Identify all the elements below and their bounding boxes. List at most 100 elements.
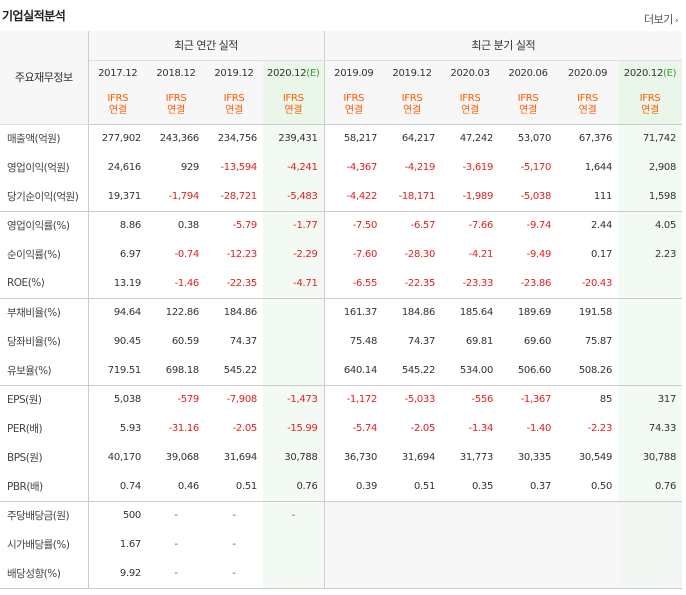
table-cell: [618, 297, 683, 327]
financial-table: 주요재무정보 최근 연간 실적 최근 분기 실적 2017.12 2018.12 2…: [0, 31, 683, 589]
accounting-standard: IFRS 연결: [263, 87, 325, 125]
table-cell: -28,721: [220, 190, 258, 202]
standard-top: IFRS: [107, 93, 129, 105]
table-cell: 94.64: [88, 297, 147, 327]
period-header: 2018.12: [147, 60, 205, 87]
table-cell: -13,594: [220, 162, 258, 173]
table-row: 주당배당금(원) 500- - -: [0, 500, 683, 530]
table-cell: -: [147, 559, 205, 589]
more-link[interactable]: 더보기 ›: [644, 11, 679, 27]
table-cell: [441, 500, 500, 530]
period-label: 2019.12: [392, 68, 432, 80]
table-cell: [618, 530, 683, 559]
standard-bottom: 연결: [519, 105, 537, 117]
table-cell: 0.35: [471, 480, 494, 492]
table-cell: [557, 530, 619, 559]
table-cell: 545.22: [223, 364, 258, 376]
row-label: 유보율(%): [0, 356, 89, 385]
standard-top: IFRS: [343, 93, 365, 105]
table-cell: 1,644: [584, 162, 613, 173]
table-cell: 71,742: [618, 124, 683, 153]
table-cell: 122.86: [147, 297, 205, 327]
standard-top: IFRS: [282, 93, 304, 105]
table-cell: -1.46: [174, 277, 200, 289]
table-cell: [263, 530, 325, 559]
table-cell: -2.05: [410, 423, 436, 434]
table-cell: 161.37: [324, 297, 384, 327]
row-label: 시가배당률(%): [0, 530, 89, 559]
table-cell: 85: [557, 384, 619, 414]
standard-bottom: 연결: [641, 105, 659, 117]
accounting-standard: IFRS 연결: [324, 87, 384, 125]
row-label: ROE(%): [0, 269, 89, 298]
table-cell: 500: [88, 500, 147, 530]
table-cell: 40,170: [107, 452, 142, 463]
table-cell: -579: [147, 384, 205, 414]
table-cell: [383, 500, 442, 530]
table-cell: [618, 559, 683, 589]
table-cell: -23.86: [520, 277, 552, 289]
estimate-mark: (E): [306, 68, 320, 80]
table-cell: 189.69: [499, 297, 558, 327]
row-label: 당좌비율(%): [0, 327, 89, 356]
row-label: PER(배): [0, 414, 89, 443]
table-cell: [324, 559, 384, 589]
table-cell: -7.66: [441, 210, 500, 240]
table-cell: -2.29: [263, 240, 325, 269]
table-cell: 0.17: [590, 249, 613, 260]
table-cell: [618, 327, 683, 356]
accounting-standard: IFRS 연결: [147, 87, 205, 125]
table-cell: 0.38: [147, 210, 205, 240]
table-cell: -: [232, 539, 236, 550]
table-cell: 13.19: [113, 277, 141, 289]
table-cell: 19,371: [107, 190, 142, 202]
table-cell: -: [263, 500, 325, 530]
standard-top: IFRS: [165, 93, 187, 105]
row-label: 부채비율(%): [0, 297, 89, 327]
table-cell: -5,033: [383, 384, 442, 414]
table-cell: 8.86: [88, 210, 147, 240]
period-header: 2020.12(E): [618, 60, 683, 87]
table-cell: 317: [618, 384, 683, 414]
table-cell: [557, 500, 619, 530]
table-cell: [383, 530, 442, 559]
standard-bottom: 연결: [461, 105, 479, 117]
table-cell: -5.74: [352, 423, 378, 434]
table-cell: 0.74: [119, 480, 141, 492]
standard-bottom: 연결: [225, 105, 243, 117]
table-cell: -4.21: [468, 249, 494, 260]
table-cell: -5,038: [520, 190, 552, 202]
table-cell: -7.50: [324, 210, 384, 240]
table-cell: 9.92: [88, 559, 147, 589]
table-row: 순이익률(%) 6.97 -0.74 -12.23 -2.29 -7.60 -28.30 -4…: [0, 240, 683, 269]
table-cell: 506.60: [517, 364, 552, 376]
table-cell: -0.74: [174, 249, 200, 260]
table-cell: -4.71: [263, 269, 325, 298]
standard-top: IFRS: [401, 93, 423, 105]
table-cell: 184.86: [383, 297, 442, 327]
period-label: 2020.12: [623, 68, 664, 80]
table-cell: 0.51: [413, 480, 436, 492]
table-cell: 185.64: [441, 297, 500, 327]
table-cell: -1,172: [324, 384, 384, 414]
table-cell: 31,694: [401, 452, 436, 463]
row-label: EPS(원): [0, 384, 89, 414]
table-cell: -5,483: [263, 182, 325, 211]
table-row: EPS(원) 5,038 -579 -7,908 -1,473 -1,172 -5,033-…: [0, 384, 683, 414]
table-cell: 74.37: [229, 336, 257, 347]
period-label: 2020.12: [267, 68, 307, 80]
accounting-standard: IFRS 연결: [205, 87, 263, 125]
accounting-standard: IFRS 연결: [499, 87, 558, 125]
table-cell: -20.43: [581, 277, 613, 289]
table-cell: [324, 530, 384, 559]
accounting-standard: IFRS 연결: [618, 87, 683, 125]
table-cell: 31,773: [459, 452, 494, 463]
table-cell: 24,616: [107, 162, 142, 173]
table-cell: -4,219: [404, 162, 436, 173]
table-cell: -7.60: [352, 249, 378, 260]
table-row: 영업이익(억원) 24,616 929 -13,594 -4,241 -4,367 -4,2…: [0, 153, 683, 182]
table-cell: 0.39: [355, 480, 378, 492]
row-label: 당기순이익(억원): [0, 182, 89, 211]
table-cell: 90.45: [113, 336, 141, 347]
table-cell: -22.35: [226, 277, 258, 289]
